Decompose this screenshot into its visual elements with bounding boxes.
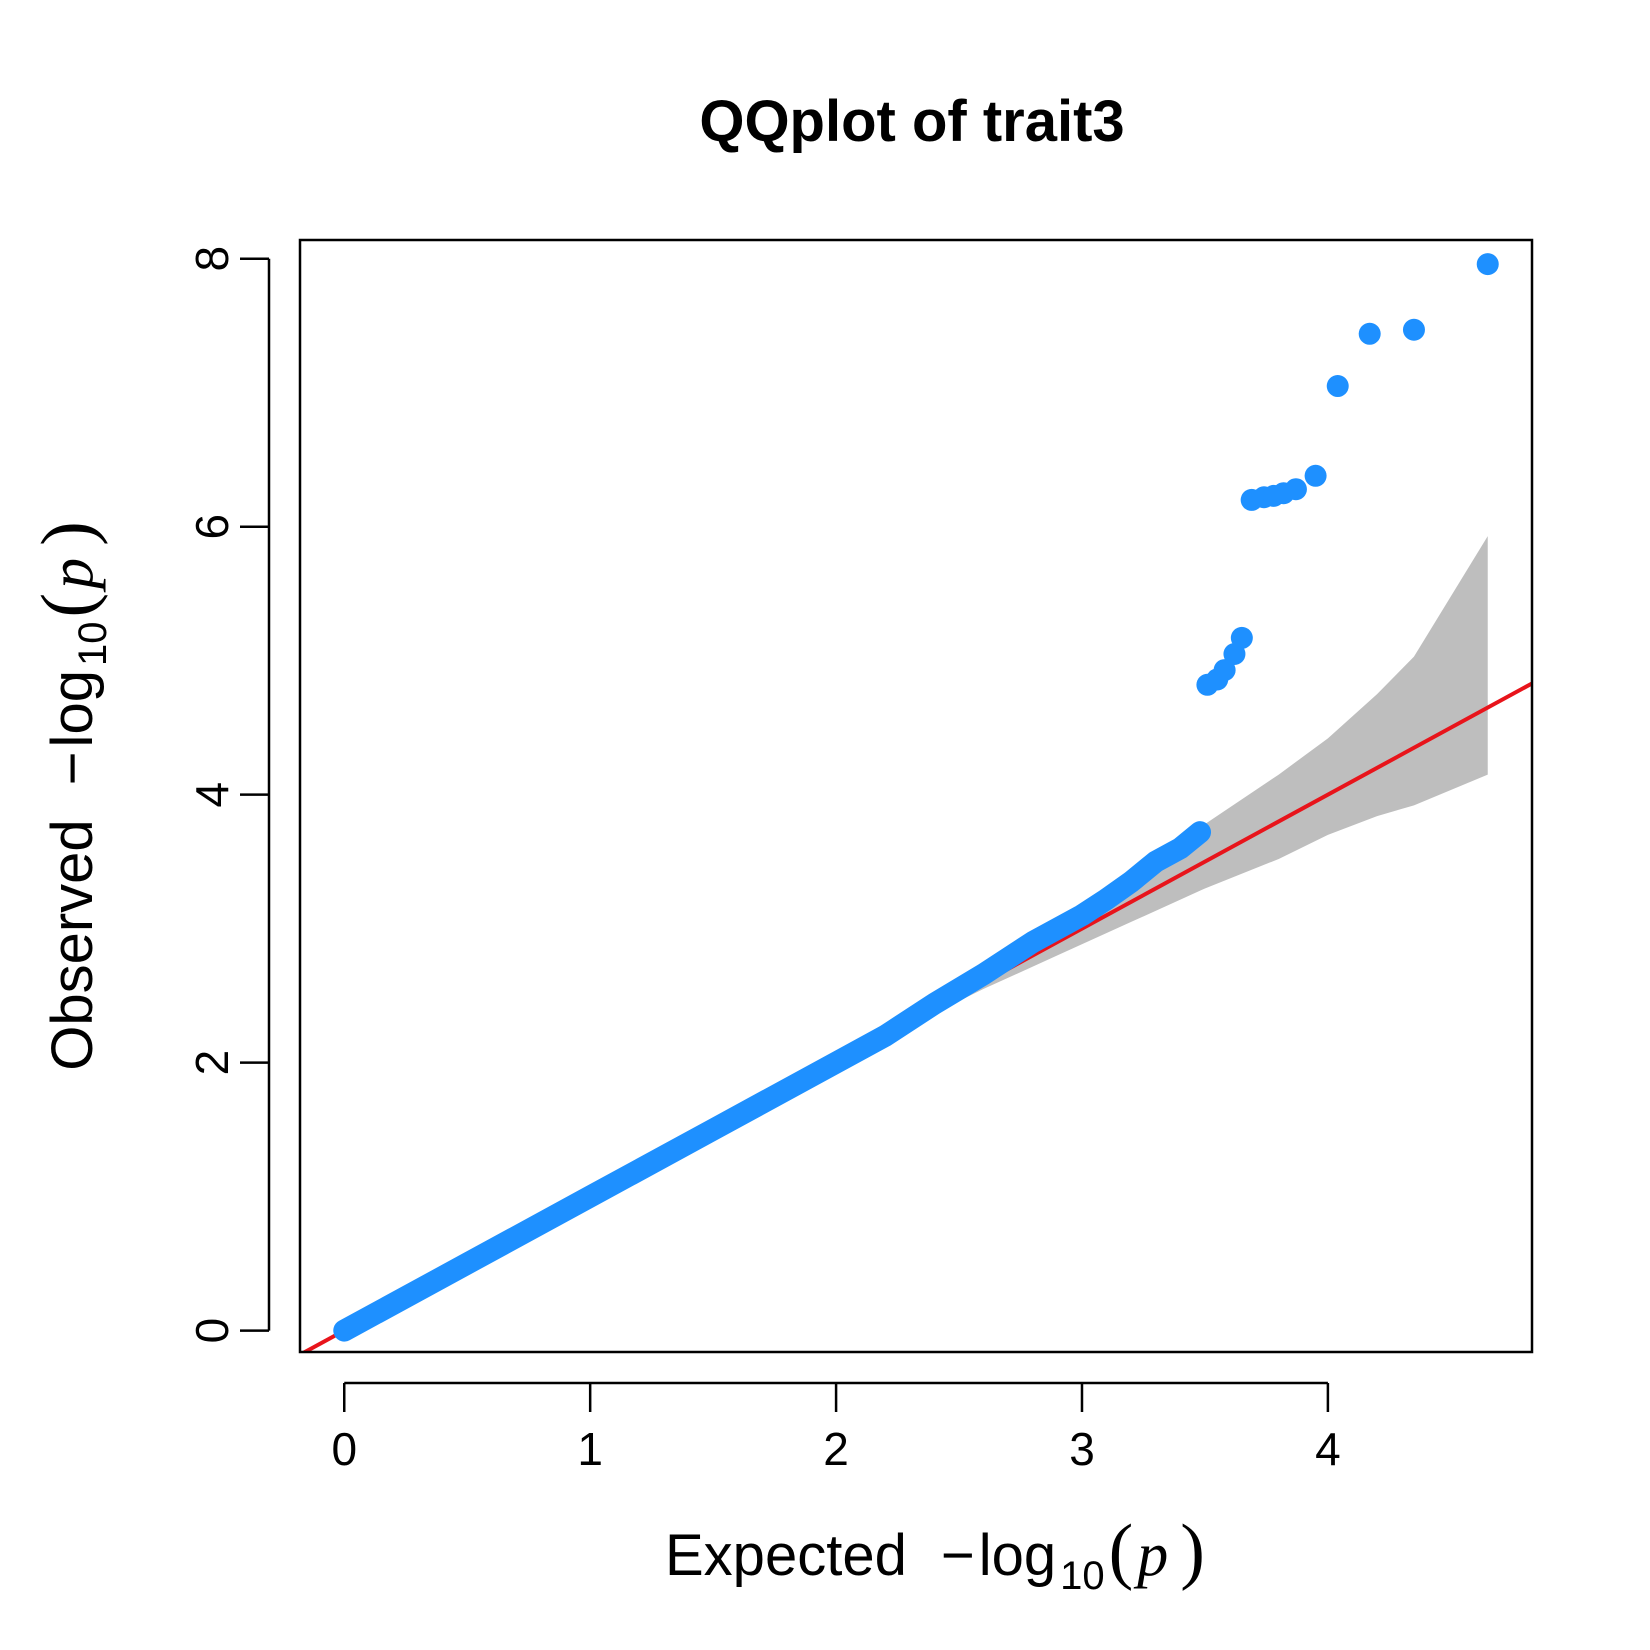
x-axis-label-close: )	[1180, 1510, 1205, 1592]
y-tick-label: 2	[186, 1050, 238, 1076]
x-axis: 0 1 2 3 4	[331, 1381, 1341, 1475]
x-axis-label-var: p	[1133, 1521, 1168, 1589]
y-axis-label-var: p	[38, 558, 106, 593]
y-tick-label: 0	[186, 1318, 238, 1344]
y-axis-label-prefix: Observed	[40, 819, 105, 1070]
y-axis-label-open: (	[27, 593, 109, 618]
x-axis-label-open: (	[1109, 1510, 1134, 1592]
data-point	[1230, 626, 1253, 649]
x-axis-label-base: 10	[1060, 1554, 1105, 1598]
y-tick-label: 4	[186, 782, 238, 808]
chart-title: QQplot of trait3	[699, 89, 1124, 154]
observed-points-curve	[333, 821, 1212, 1342]
x-axis-label-minus: −	[941, 1523, 975, 1588]
plot-frame	[298, 238, 1534, 1354]
y-tick-label: 6	[186, 514, 238, 540]
data-point	[1402, 318, 1425, 341]
y-axis-label-close: )	[27, 521, 109, 546]
y-axis-label-log: log	[40, 670, 105, 747]
y-axis: 0 2 4 6 8	[186, 246, 271, 1344]
data-point	[1358, 322, 1381, 345]
x-axis-label: Expected − log 10 ( p )	[665, 1510, 1205, 1598]
x-axis-label-prefix: Expected	[665, 1523, 907, 1588]
y-axis-label-base: 10	[71, 622, 115, 667]
x-tick-label: 4	[1315, 1423, 1341, 1475]
data-point	[1304, 464, 1327, 487]
data-point	[1326, 375, 1349, 398]
confidence-band	[909, 536, 1488, 1026]
x-axis-label-log: log	[979, 1523, 1056, 1588]
y-tick-label: 8	[186, 246, 238, 272]
x-tick-label: 3	[1069, 1423, 1095, 1475]
data-point	[1213, 659, 1236, 682]
x-tick-label: 1	[577, 1423, 603, 1475]
data-point	[1284, 478, 1307, 501]
plot-area	[300, 253, 1532, 1352]
y-axis-label-minus: −	[40, 751, 105, 785]
x-tick-label: 2	[823, 1423, 849, 1475]
data-point	[1476, 253, 1499, 276]
x-tick-label: 0	[331, 1423, 357, 1475]
y-axis-label: Observed − log 10 ( p )	[27, 521, 115, 1071]
